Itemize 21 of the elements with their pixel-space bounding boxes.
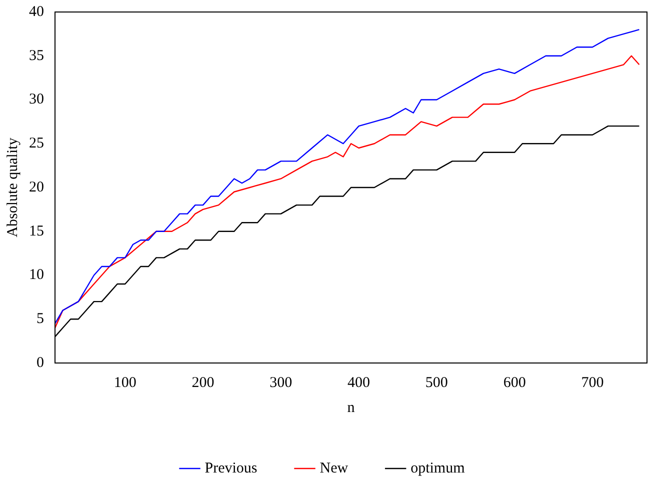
y-tick-label: 40 [29,4,44,20]
x-tick-label: 500 [425,374,448,391]
legend-label: Previous [204,460,258,476]
y-tick-label: 10 [29,267,44,284]
x-tick-label: 600 [503,374,526,391]
x-tick-label: 200 [192,374,214,391]
x-tick-label: 700 [581,374,604,391]
y-tick-label: 30 [29,92,44,108]
y-axis-title: Absolute quality [4,137,21,238]
y-tick-label: 15 [29,223,44,240]
y-tick-label: 5 [36,311,44,328]
legend-label: New [320,460,348,476]
x-tick-label: 400 [348,374,370,391]
y-tick-label: 0 [36,354,44,371]
x-tick-label: 100 [114,374,136,391]
y-tick-label: 25 [29,136,44,152]
y-tick-label: 35 [29,48,44,64]
y-tick-label: 20 [29,179,44,196]
legend-label: optimum [410,460,466,476]
x-tick-label: 300 [270,374,292,391]
x-axis-title: n [347,400,356,416]
